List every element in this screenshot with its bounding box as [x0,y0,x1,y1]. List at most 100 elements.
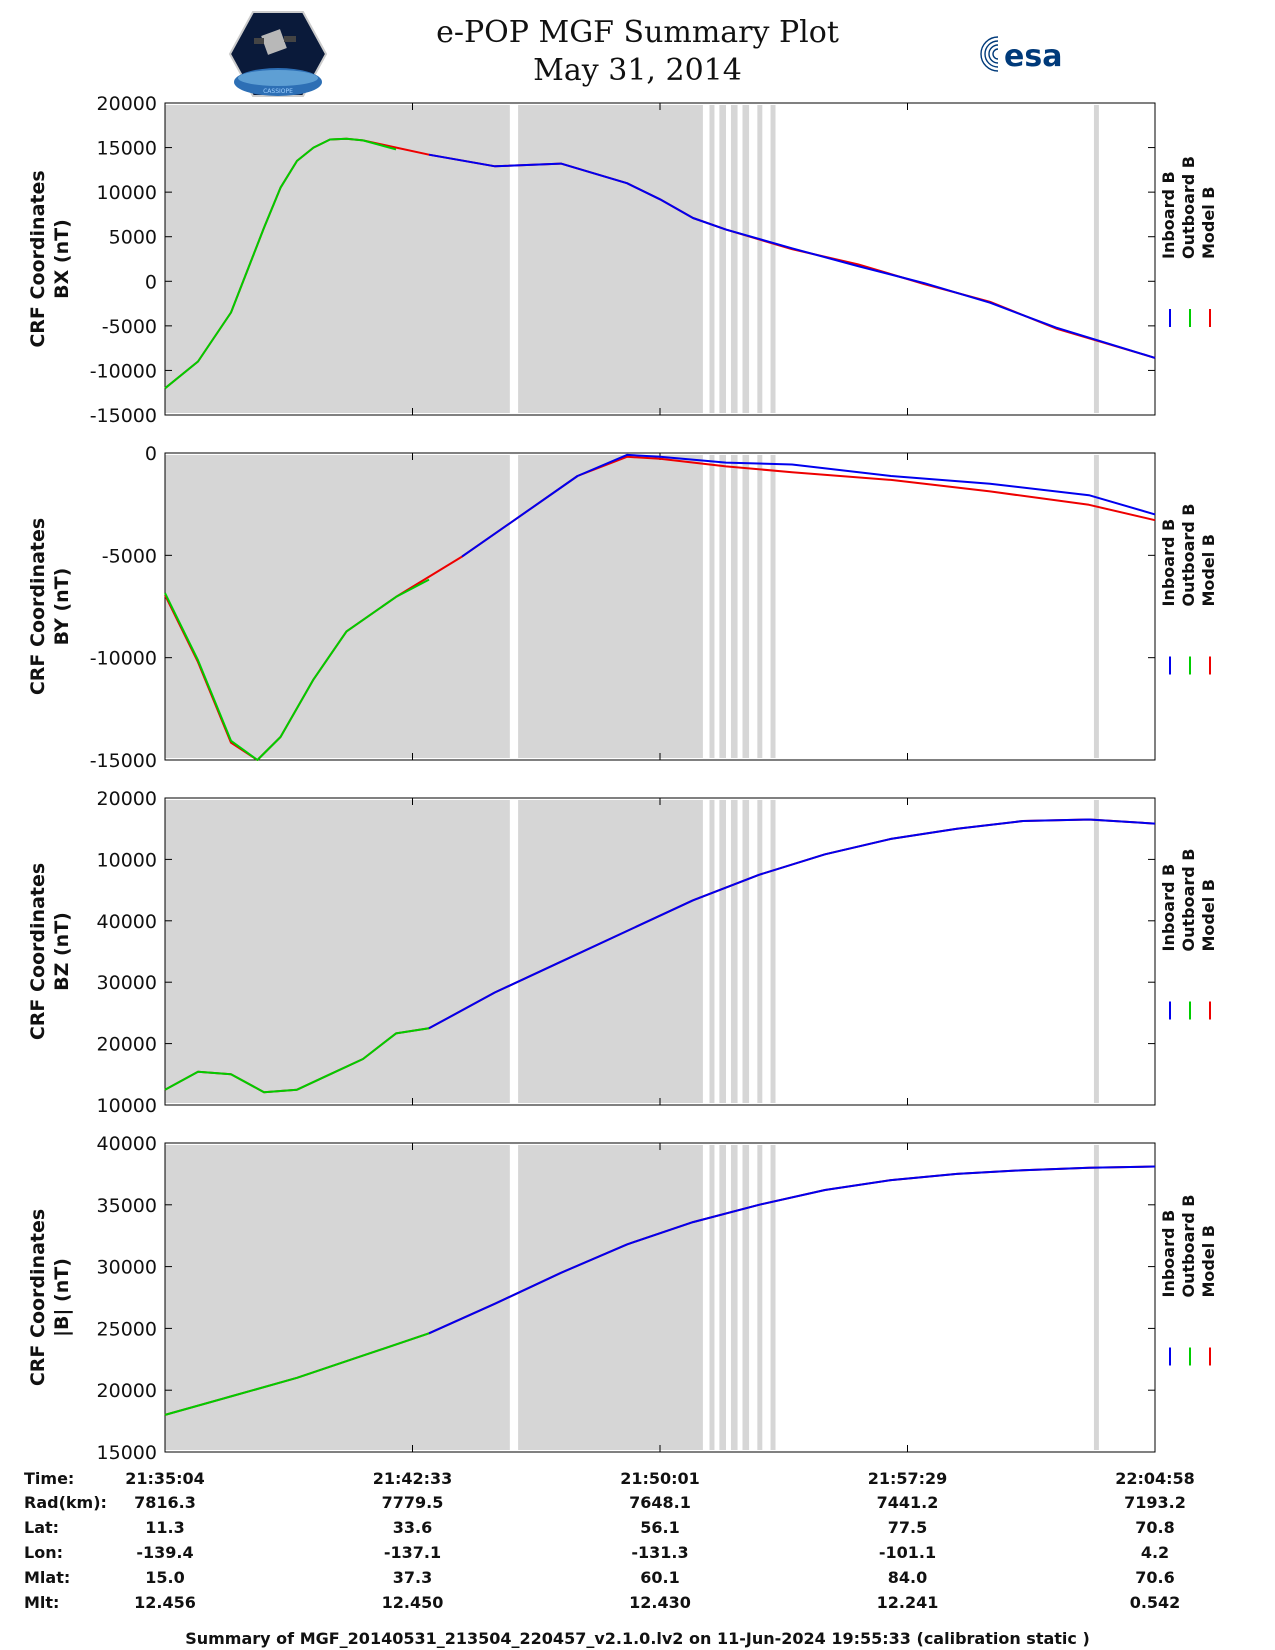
y-tick-label: 30000 [97,972,157,994]
y-tick-label: -10000 [90,648,157,670]
plot-date: May 31, 2014 [533,53,742,88]
coverage-band [518,1145,703,1450]
series-line-outboard-b [164,1332,430,1416]
series-line-outboard-b [164,1027,430,1094]
y-tick-label: 0 [145,271,157,293]
y-tick-label: 20000 [97,93,157,115]
cell-rad: 7441.2 [877,1493,939,1512]
cell-lon: -137.1 [384,1543,441,1562]
panel-bmag: 40000 35000 30000 25000 20000 15000 CRF Coordi… [27,1133,1218,1464]
coverage-band [1093,105,1099,413]
y-tick-label: -5000 [102,316,157,338]
coverage-band [1093,1145,1099,1450]
coverage-band [719,105,726,413]
cell-lon: -131.3 [631,1543,688,1562]
y-tick-label: 40000 [97,1133,157,1155]
y-tick-label: 10000 [97,182,157,204]
cell-time: 22:04:58 [1115,1469,1195,1488]
coverage-band [1093,800,1099,1103]
orbit-info-table: Time: Rad(km): Lat: Lon: Mlat: Mlt: 21:35:04 78… [24,1469,1195,1612]
coverage-band [165,800,510,1103]
epop-mission-logo: CASSIOPE [228,11,328,97]
coverage-band [730,105,738,413]
y-tick-label: 20000 [97,1380,157,1402]
row-label: Rad(km): [24,1493,107,1512]
coverage-band [165,105,510,413]
coverage-band [709,455,715,758]
coverage-band [770,455,776,758]
series-line-inboard-b [428,153,1156,359]
cell-mlt: 12.456 [134,1593,196,1612]
cell-mlt: 12.241 [877,1593,939,1612]
coverage-band [757,1145,763,1450]
cell-lat: 70.8 [1135,1518,1174,1537]
row-label: Mlt: [24,1593,59,1612]
cell-lat: 33.6 [393,1518,432,1537]
y-tick-label: -5000 [102,545,157,567]
y-axis-label: CRF Coordinates [27,863,49,1040]
coverage-band [757,105,763,413]
footer-summary: Summary of MGF_20140531_213504_220457_v2… [185,1629,1090,1648]
y-tick-label: -15000 [90,405,157,427]
legend-label: Outboard B [1179,504,1198,607]
coverage-band [709,1145,715,1450]
cell-lat: 56.1 [640,1518,679,1537]
cell-time: 21:57:29 [868,1469,948,1488]
coverage-band [719,800,726,1103]
cell-lat: 77.5 [888,1518,927,1537]
coverage-band [742,455,750,758]
svg-text:CASSIOPE: CASSIOPE [263,88,293,95]
cell-lat: 11.3 [145,1518,184,1537]
y-axis-label: BX (nT) [51,219,73,299]
legend-label: Model B [1199,534,1218,606]
coverage-band [730,455,738,758]
page-title: e-POP MGF Summary Plot May 31, 2014 [0,14,1275,90]
y-axis-label: BY (nT) [51,568,73,646]
cell-rad: 7193.2 [1124,1493,1186,1512]
series-line-inboard-b [428,1165,1156,1335]
cell-lon: -101.1 [879,1543,936,1562]
coverage-band [757,800,763,1103]
legend-label: Inboard B [1159,1210,1178,1298]
coverage-band [770,1145,776,1450]
esa-logo: esa [980,36,1062,74]
row-label: Time: [24,1469,74,1488]
series-line-outboard-b [164,137,397,390]
y-tick-label: 15000 [97,1442,157,1464]
y-tick-label: 35000 [97,1195,157,1217]
y-tick-label: 10000 [97,849,157,871]
coverage-band [742,1145,750,1450]
y-axis-label: BZ (nT) [51,912,73,991]
y-axis-label: CRF Coordinates [27,170,49,347]
cell-mlt: 0.542 [1130,1593,1181,1612]
cell-lon: 4.2 [1141,1543,1169,1562]
coverage-band [709,105,715,413]
y-axis-label: CRF Coordinates [27,1209,49,1386]
cell-time: 21:42:33 [373,1469,453,1488]
cell-lon: -139.4 [136,1543,193,1562]
y-tick-label: 30000 [97,1257,157,1279]
coverage-band [1093,455,1099,758]
cell-time: 21:50:01 [620,1469,700,1488]
legend-label: Outboard B [1179,849,1198,952]
cell-rad: 7816.3 [134,1493,196,1512]
y-tick-label: -15000 [90,750,157,772]
cell-mlat: 15.0 [145,1568,184,1587]
coverage-band [518,800,703,1103]
row-label: Lon: [24,1543,63,1562]
cell-rad: 7779.5 [382,1493,444,1512]
panel-bx: 20000 15000 10000 5000 0 -5000 -10000 -15000 CRF… [27,93,1218,427]
coverage-band [770,105,776,413]
series-line-inboard-b [461,453,1156,558]
coverage-band [719,455,726,758]
series-line-outboard-b [164,578,430,761]
cell-mlt: 12.450 [382,1593,444,1612]
y-tick-label: 20000 [97,1034,157,1056]
legend-label: Model B [1199,879,1218,951]
y-tick-label: 20000 [97,788,157,810]
y-tick-label: 10000 [97,1095,157,1117]
coverage-band [742,800,750,1103]
coverage-band [730,800,738,1103]
cell-mlat: 37.3 [393,1568,432,1587]
